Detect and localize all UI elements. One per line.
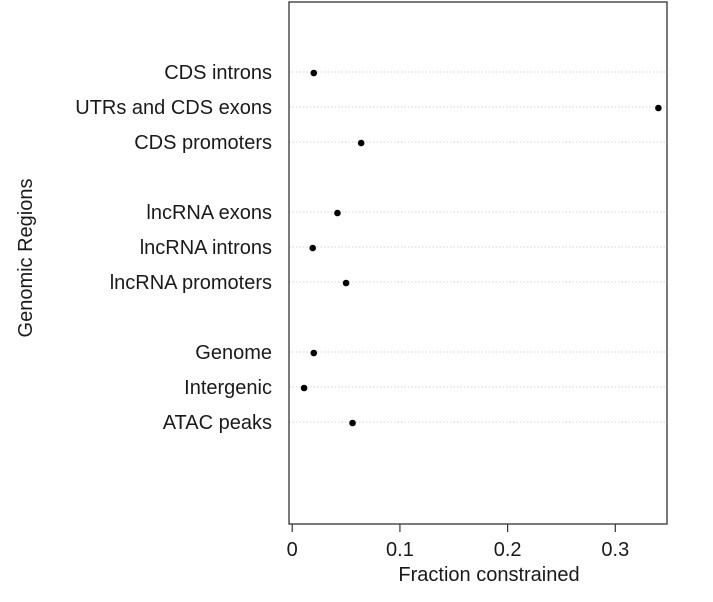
category-label-lncrna-promoters: lncRNA promoters xyxy=(110,272,272,294)
category-label-intergenic: Intergenic xyxy=(184,377,272,399)
category-labels: CDS introns UTRs and CDS exons CDS promote… xyxy=(75,62,272,434)
grid-lines xyxy=(289,71,667,423)
x-tick-label-1: 0.1 xyxy=(386,539,414,561)
y-axis-title: Genomic Regions xyxy=(15,179,37,338)
x-axis-title: Fraction constrained xyxy=(398,564,579,586)
category-label-lncrna-exons: lncRNA exons xyxy=(146,202,272,224)
category-label-genome: Genome xyxy=(195,342,272,364)
x-tick-labels: 0 0.1 0.2 0.3 xyxy=(287,539,630,561)
x-tick-label-3: 0.3 xyxy=(601,539,629,561)
data-point-intergenic xyxy=(300,384,308,392)
data-point-lncrna-introns xyxy=(309,244,316,252)
data-point-cds-introns xyxy=(310,69,318,77)
data-point-lncrna-promoters xyxy=(342,279,350,287)
data-points xyxy=(300,69,662,427)
data-point-lncrna-exons xyxy=(334,209,341,217)
data-point-atac-peaks xyxy=(349,419,356,427)
x-tick-label-0: 0 xyxy=(287,539,298,561)
category-label-lncrna-introns: lncRNA introns xyxy=(140,237,272,259)
data-point-genome xyxy=(310,349,318,357)
category-label-cds-promoters: CDS promoters xyxy=(134,132,272,154)
category-label-utrs-and-cds-exons: UTRs and CDS exons xyxy=(75,97,272,119)
category-label-cds-introns: CDS introns xyxy=(164,62,272,84)
x-axis-ticks xyxy=(291,524,616,532)
category-label-atac-peaks: ATAC peaks xyxy=(163,412,272,434)
x-tick-label-2: 0.2 xyxy=(494,539,522,561)
data-point-utrs-and-cds-exons xyxy=(655,104,662,112)
plot-frame xyxy=(288,1,668,525)
data-point-cds-promoters xyxy=(357,139,365,147)
